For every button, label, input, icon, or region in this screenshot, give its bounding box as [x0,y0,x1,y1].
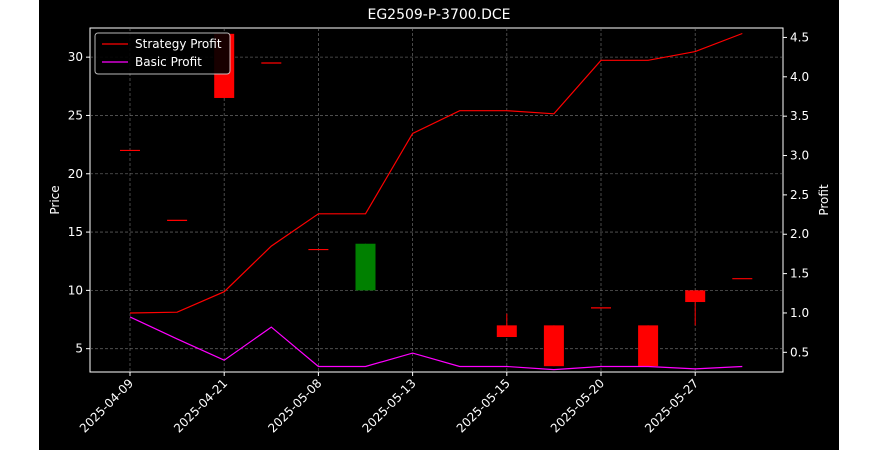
candle-layer [120,33,753,367]
y-tick-label-right: 0.5 [790,345,809,359]
series-line-basic-profit [129,316,743,371]
y-tick-label-right: 3.0 [790,149,809,163]
legend: Strategy Profit Basic Profit [94,32,231,75]
candle-body [543,325,564,367]
y-tick-label-left: 5 [75,342,83,356]
legend-box [94,32,231,75]
y-tick-label-right: 4.5 [790,30,809,44]
plot-frame [89,27,784,373]
y-tick-label-left: 30 [68,50,83,64]
y-axis-label-right: Profit [817,184,831,216]
chart-title: EG2509-P-3700.DCE [367,7,510,23]
y-tick-label-right: 1.0 [790,306,809,320]
y-tick-label-left: 10 [68,283,83,297]
legend-label-strategy-profit: Strategy Profit [135,37,222,51]
y-tick-label-right: 2.0 [790,227,809,241]
y-tick-label-right: 3.5 [790,109,809,123]
candle-body [685,290,706,303]
y-tick-label-right: 1.5 [790,267,809,281]
y-tick-label-right: 4.0 [790,70,809,84]
y-tick-label-left: 15 [68,225,83,239]
y-axis-label-left: Price [48,185,62,214]
candle-body [355,243,376,291]
legend-label-basic-profit: Basic Profit [135,55,202,69]
y-tick-label-left: 25 [68,108,83,122]
y-tick-label-right: 2.5 [790,188,809,202]
candle-body [496,325,517,338]
line-layer [129,32,743,371]
figure-background [39,0,839,450]
series-line-strategy-profit [129,32,743,314]
candle-body [638,325,659,367]
y-tick-label-left: 20 [68,167,83,181]
